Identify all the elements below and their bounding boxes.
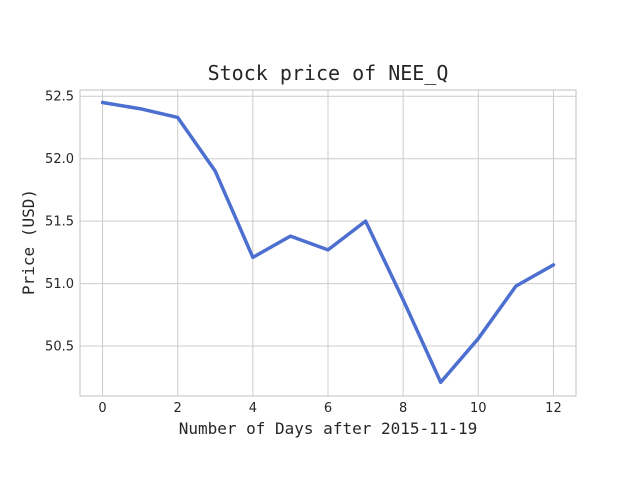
y-axis-label: Price (USD) <box>19 189 38 295</box>
y-tick-label: 50.5 <box>45 340 74 355</box>
y-tick-label: 51.5 <box>45 215 74 230</box>
series <box>100 100 556 385</box>
grid <box>80 90 576 396</box>
y-ticks: 50.5 51.0 51.5 52.0 52.5 <box>45 90 74 355</box>
x-tick-label: 6 <box>324 401 332 416</box>
chart-title: Stock price of NEE_Q <box>208 61 449 85</box>
y-tick-label: 52.5 <box>45 90 74 105</box>
x-tick-label: 10 <box>470 401 487 416</box>
x-ticks: 0 2 4 6 8 10 12 <box>98 401 561 416</box>
x-tick-label: 0 <box>98 401 106 416</box>
x-tick-label: 2 <box>174 401 182 416</box>
x-tick-label: 4 <box>249 401 257 416</box>
y-tick-label: 52.0 <box>45 152 74 167</box>
x-tick-label: 12 <box>545 401 562 416</box>
plot-frame <box>79 89 577 397</box>
x-axis-label: Number of Days after 2015-11-19 <box>179 419 478 438</box>
x-tick-label: 8 <box>399 401 407 416</box>
series-line <box>100 100 556 385</box>
y-tick-label: 51.0 <box>45 277 74 292</box>
